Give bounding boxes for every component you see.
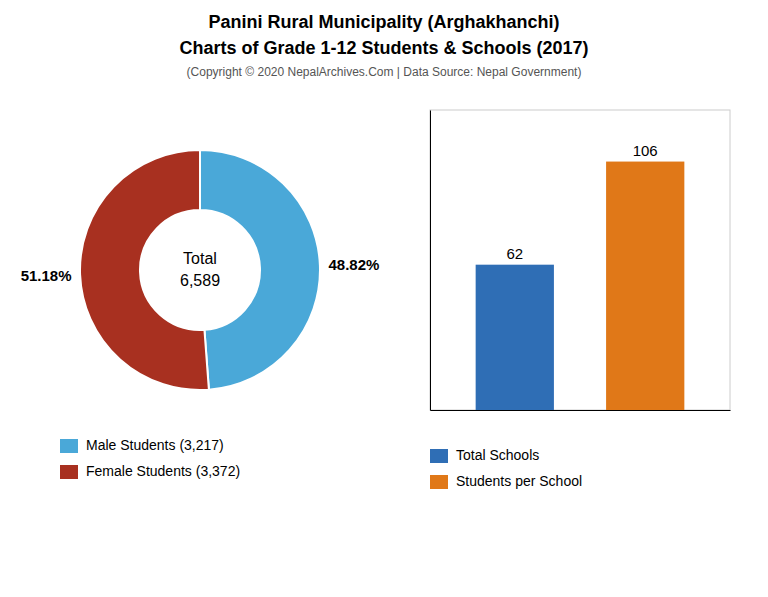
x-axis-line (431, 410, 731, 411)
legend: Total Schools Students per School (430, 447, 582, 489)
data-label: 106 (633, 142, 658, 159)
subtitle: Charts of Grade 1-12 Students & Schools … (179, 38, 588, 58)
pie-slices (80, 150, 320, 390)
chart-canvas: Panini Rural Municipality (Arghakhanchi)… (0, 0, 768, 597)
bars (476, 162, 685, 410)
legend-item: Students per School (430, 473, 582, 489)
data-labels: 62 106 (506, 142, 657, 262)
legend-label: Male Students (3,217) (86, 437, 224, 453)
bar-chart: 62 106 Total Schools Students per School (430, 110, 731, 489)
center-text: Total (183, 250, 217, 267)
legend-item: Total Schools (430, 447, 539, 463)
legend-label: Female Students (3,372) (86, 463, 240, 479)
legend-swatch (430, 449, 448, 463)
legend-swatch (430, 475, 448, 489)
data-label: 51.18% (21, 267, 72, 284)
plot-frame (430, 110, 730, 410)
pie-slice (80, 150, 209, 390)
data-label: 48.82% (328, 256, 379, 273)
title: Panini Rural Municipality (Arghakhanchi) (208, 12, 559, 32)
center-text: 6,589 (180, 272, 220, 289)
y-axis-line (430, 111, 431, 411)
legend-label: Total Schools (456, 447, 539, 463)
annotation: (Copyright © 2020 NepalArchives.Com | Da… (187, 65, 582, 79)
bar (476, 265, 554, 410)
pie-texts: Total 6,589 48.82% 51.18% (21, 250, 380, 289)
legend-item: Female Students (3,372) (60, 463, 240, 479)
legend-swatch (60, 465, 78, 479)
legend-swatch (60, 439, 78, 453)
bar (606, 162, 684, 410)
y-axis (430, 111, 431, 411)
pie-chart: Total 6,589 48.82% 51.18% Male Students (3,2… (21, 150, 380, 479)
x-axis (431, 410, 731, 411)
legend-item: Male Students (3,217) (60, 437, 224, 453)
legend: Male Students (3,217) Female Students (3,… (60, 437, 240, 479)
data-label: 62 (506, 245, 523, 262)
pie-slice (200, 150, 320, 390)
legend-label: Students per School (456, 473, 582, 489)
